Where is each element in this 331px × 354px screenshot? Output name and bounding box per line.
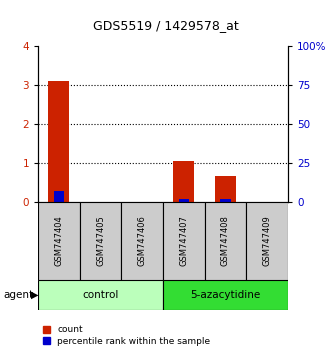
Bar <box>38 202 80 280</box>
Bar <box>48 81 69 202</box>
Text: ▶: ▶ <box>31 290 39 300</box>
Bar <box>173 161 194 202</box>
Text: agent: agent <box>3 290 33 300</box>
Text: control: control <box>82 290 119 300</box>
Bar <box>163 280 288 310</box>
Bar <box>121 202 163 280</box>
Bar <box>163 202 205 280</box>
Bar <box>205 202 246 280</box>
Text: GSM747405: GSM747405 <box>96 215 105 266</box>
Bar <box>80 202 121 280</box>
Text: GSM747404: GSM747404 <box>54 215 64 266</box>
Legend: count, percentile rank within the sample: count, percentile rank within the sample <box>43 325 210 346</box>
Text: GSM747406: GSM747406 <box>138 215 147 266</box>
Bar <box>38 280 163 310</box>
Bar <box>215 176 236 202</box>
Text: GSM747407: GSM747407 <box>179 215 188 266</box>
Text: 5-azacytidine: 5-azacytidine <box>190 290 260 300</box>
Text: GSM747408: GSM747408 <box>221 215 230 266</box>
Bar <box>179 199 189 202</box>
Text: GSM747409: GSM747409 <box>262 215 272 266</box>
Bar <box>246 202 288 280</box>
Bar <box>54 191 64 202</box>
Bar <box>220 199 231 202</box>
Text: GDS5519 / 1429578_at: GDS5519 / 1429578_at <box>93 19 238 32</box>
